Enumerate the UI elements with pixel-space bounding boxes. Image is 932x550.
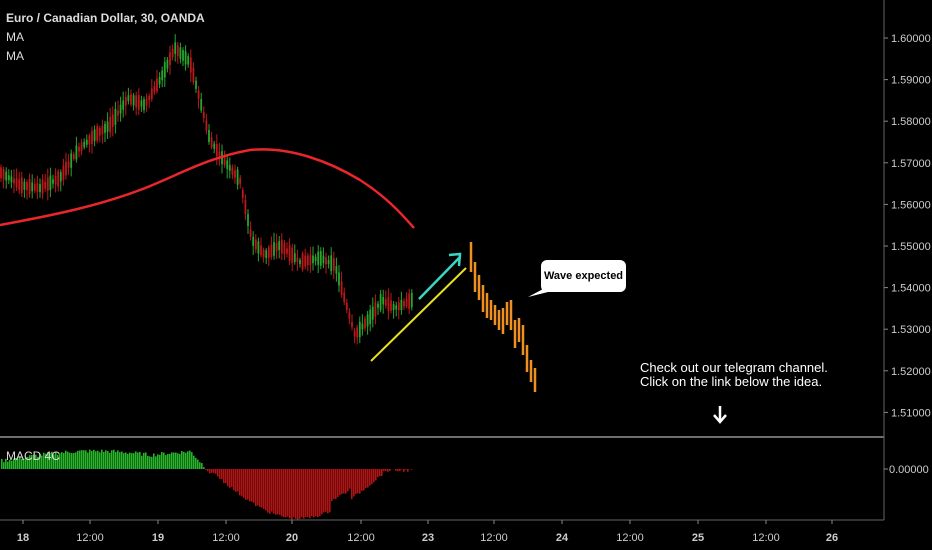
time-tick-label: 12:00 <box>616 532 644 544</box>
price-tick-label: 1.55000 <box>891 241 931 253</box>
up-arrow <box>418 252 462 300</box>
time-tick-label: 18 <box>17 532 29 544</box>
time-axis: 18 12:00 19 12:00 20 12:00 23 12:00 24 12:00 25 12:… <box>17 520 838 544</box>
time-tick-label: 26 <box>826 532 838 544</box>
time-tick-label: 12:00 <box>76 532 104 544</box>
price-tick-label: 1.56000 <box>891 199 931 211</box>
note-line-2: Click on the link below the idea. <box>640 374 823 389</box>
time-tick-label: 12:00 <box>347 532 375 544</box>
wave-expected-callout: Wave expected <box>541 260 626 292</box>
time-tick-label: 20 <box>286 532 298 544</box>
price-tick-label: 1.52000 <box>891 366 931 378</box>
time-tick-label: 12:00 <box>752 532 780 544</box>
indicator-ma-2[interactable]: MA <box>6 49 24 63</box>
trendline <box>370 267 467 362</box>
time-tick-label: 12:00 <box>480 532 508 544</box>
projected-wave-bars <box>469 242 537 392</box>
time-tick-label: 19 <box>152 532 164 544</box>
price-candles <box>0 34 413 345</box>
time-tick-label: 12:00 <box>212 532 240 544</box>
note-line-1: Check out our telegram channel. <box>640 360 828 375</box>
moving-average-line <box>0 148 415 229</box>
time-tick-label: 24 <box>556 532 569 544</box>
price-tick-label: 1.58000 <box>891 116 931 128</box>
down-arrow-icon <box>713 406 727 424</box>
telegram-note: Check out our telegram channel. Click on… <box>640 361 828 389</box>
price-tick-label: 1.54000 <box>891 283 931 295</box>
time-tick-label: 23 <box>422 532 434 544</box>
indicator-ma-1[interactable]: MA <box>6 30 24 44</box>
price-axis: 1.60000 1.59000 1.58000 1.57000 1.56000 1.550… <box>884 33 931 419</box>
price-tick-label: 1.59000 <box>891 75 931 87</box>
macd-indicator-label[interactable]: MACD 4C <box>6 449 61 463</box>
price-tick-label: 1.57000 <box>891 158 931 170</box>
time-tick-label: 25 <box>692 532 704 544</box>
price-tick-label: 1.51000 <box>891 407 931 419</box>
macd-histogram <box>1 449 413 520</box>
symbol-title[interactable]: Euro / Canadian Dollar, 30, OANDA <box>6 11 205 25</box>
price-tick-label: 1.53000 <box>891 324 931 336</box>
price-tick-label: 1.60000 <box>891 33 931 45</box>
macd-axis-label: 0.00000 <box>889 464 929 476</box>
